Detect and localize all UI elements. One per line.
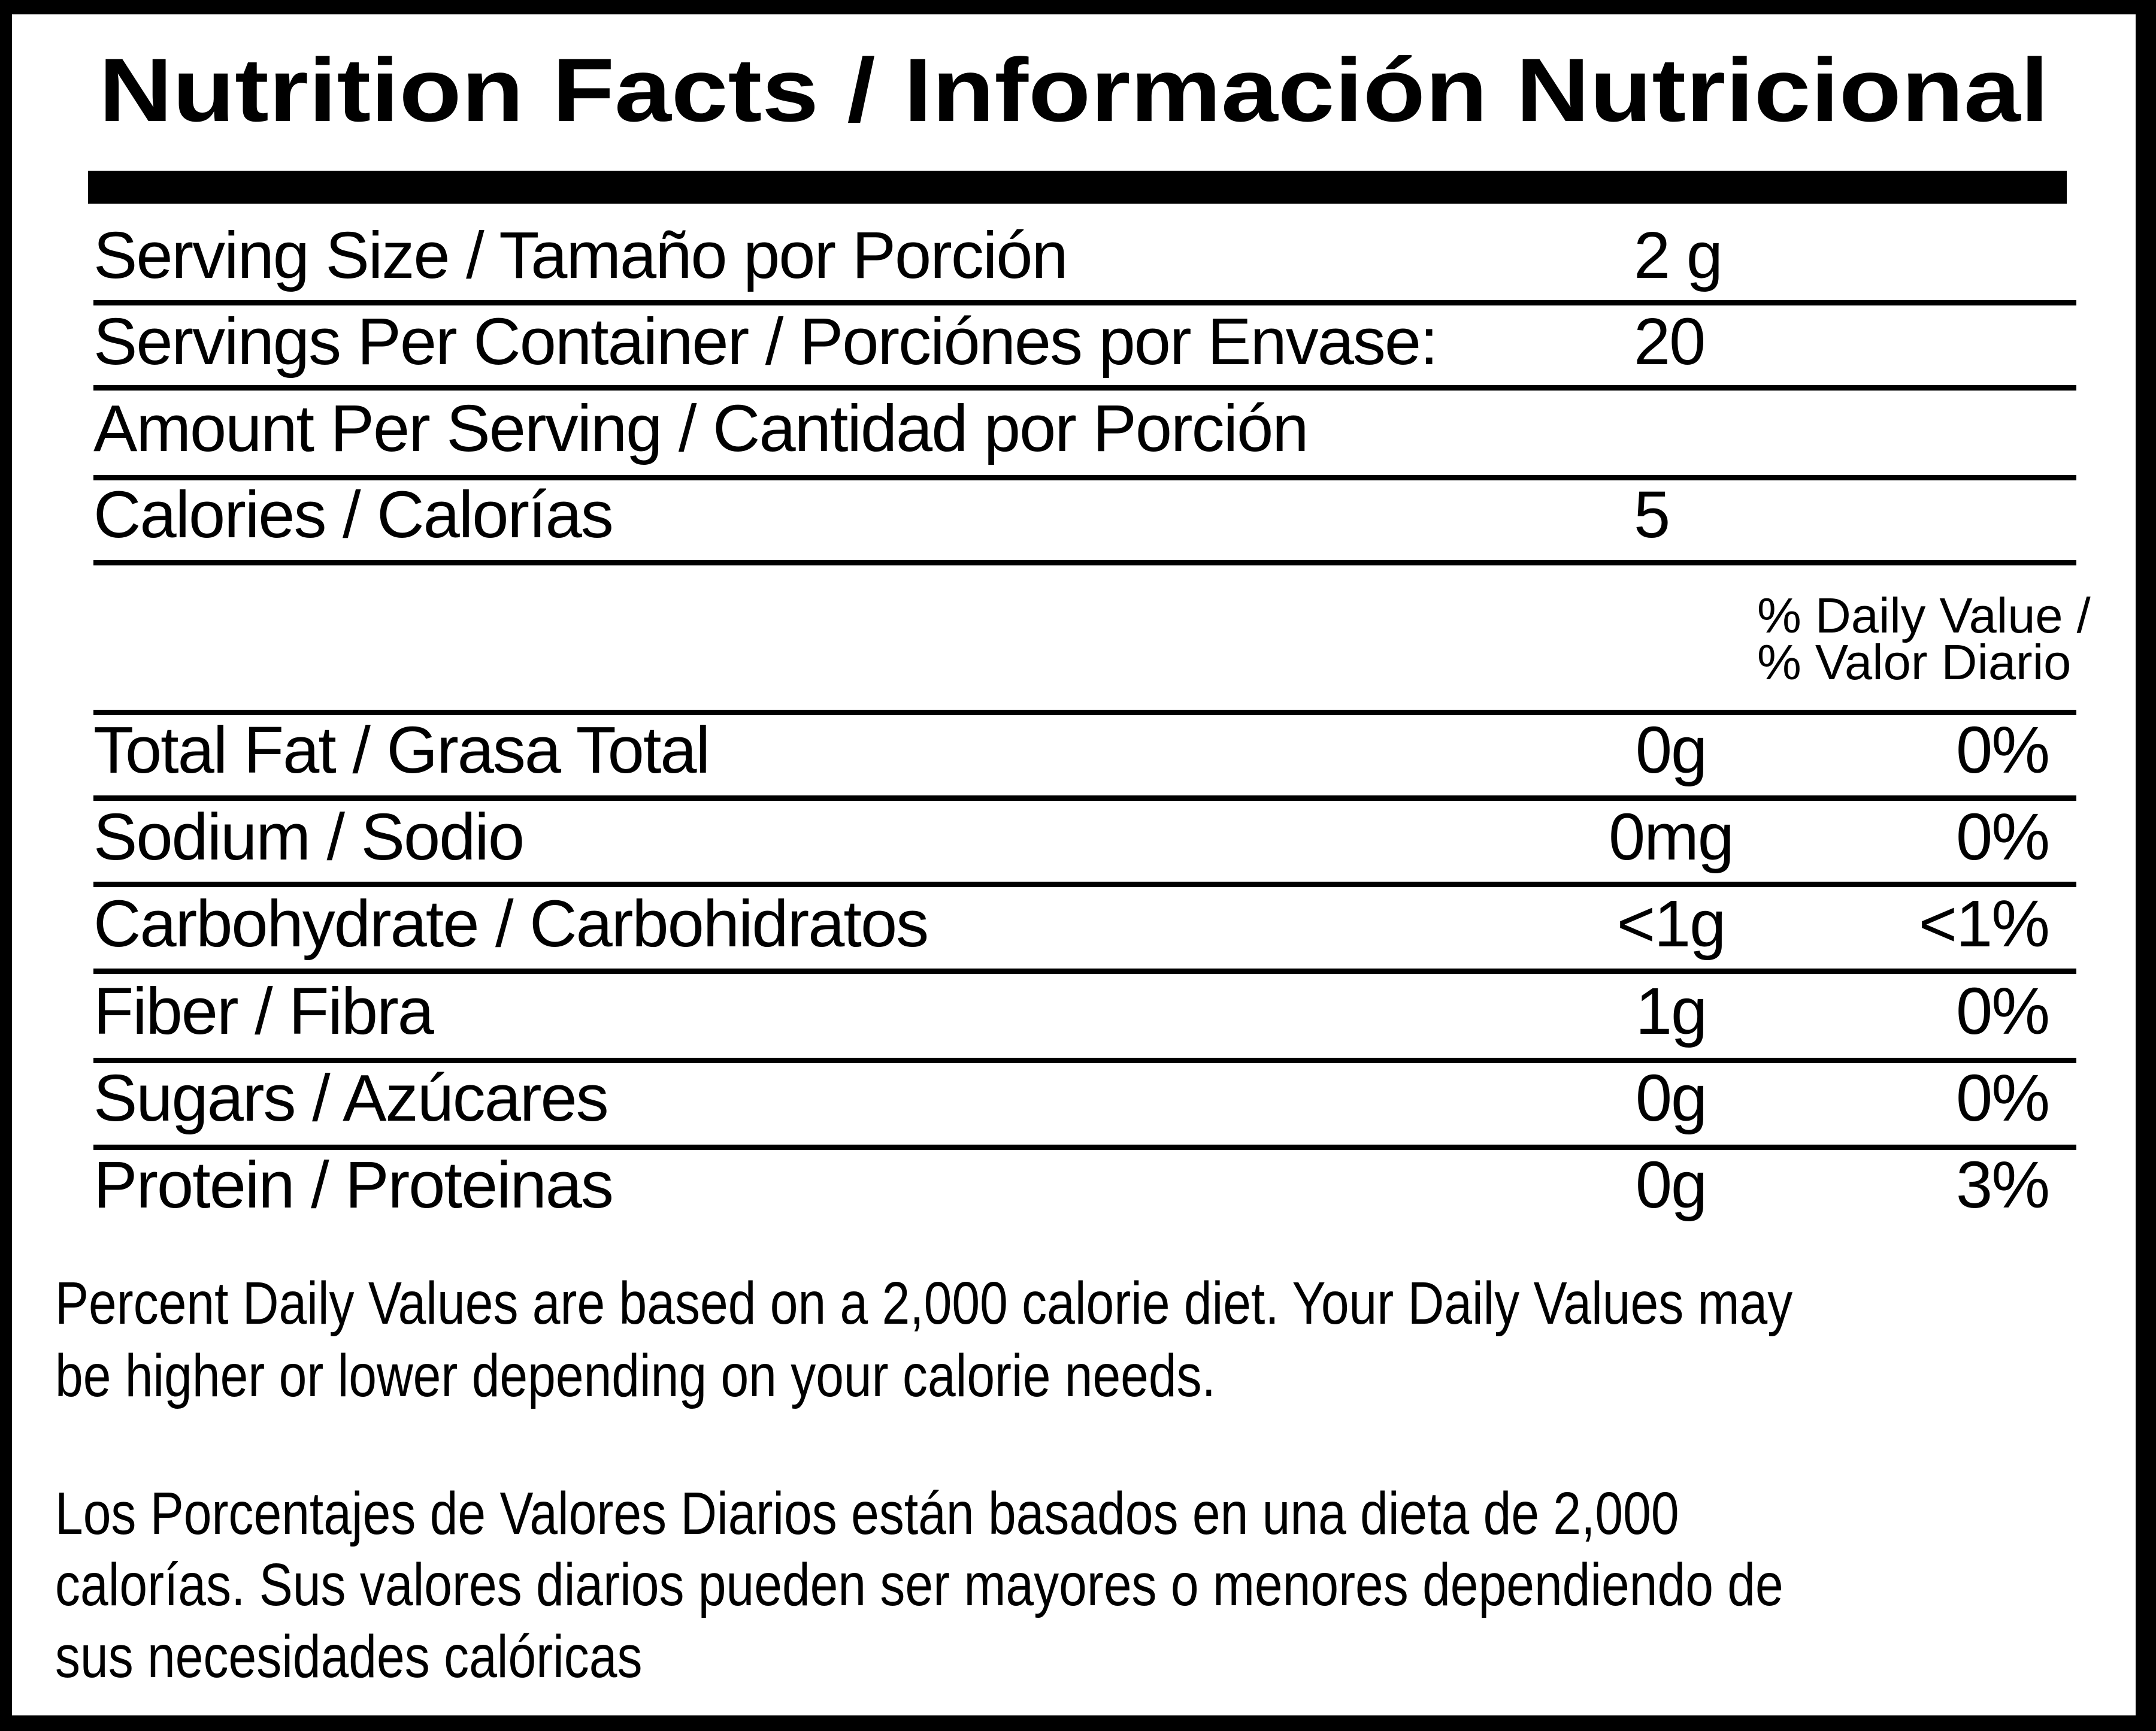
footnote-spanish-line: sus necesidades calóricas	[55, 1623, 643, 1690]
nutrient-amount: 0mg	[1609, 800, 1734, 874]
nutrient-amount: <1g	[1616, 887, 1727, 961]
nutrient-daily-value: 3%	[1956, 1148, 2050, 1222]
nutrient-daily-value: 0%	[1956, 1061, 2050, 1135]
amount-per-serving-label: Amount Per Serving / Cantidad por Porció…	[93, 392, 1309, 465]
footnote-english-line: Percent Daily Values are based on a 2,00…	[55, 1270, 1793, 1337]
calories-label: Calories / Calorías	[93, 478, 614, 552]
divider	[93, 385, 2076, 391]
divider	[93, 1058, 2076, 1063]
footnote-spanish-line: calorías. Sus valores diarios pueden ser…	[55, 1551, 1783, 1618]
divider	[93, 795, 2076, 801]
servings-per-container-label: Servings Per Container / Porciónes por E…	[93, 305, 1439, 379]
nutrient-label: Sodium / Sodio	[93, 800, 525, 874]
label-title: Nutrition Facts / Información Nutriciona…	[99, 40, 2049, 140]
nutrient-label: Total Fat / Grasa Total	[93, 713, 710, 787]
title-divider-bar	[88, 171, 2067, 204]
nutrient-amount: 0g	[1635, 1061, 1707, 1135]
nutrient-daily-value: 0%	[1956, 800, 2050, 874]
daily-value-header-es: % Valor Diario	[1757, 634, 2072, 690]
divider	[93, 710, 2076, 715]
divider	[93, 882, 2076, 887]
daily-value-header-en: % Daily Value /	[1757, 588, 2091, 643]
nutrient-daily-value: <1%	[1918, 887, 2050, 961]
nutrient-label: Carbohydrate / Carbohidratos	[93, 887, 929, 961]
divider	[93, 475, 2076, 480]
serving-size-label: Serving Size / Tamaño por Porción	[93, 219, 1068, 292]
footnote-english-line: be higher or lower depending on your cal…	[55, 1342, 1216, 1409]
nutrient-label: Fiber / Fibra	[93, 975, 434, 1048]
servings-per-container-value: 20	[1634, 305, 1706, 379]
nutrient-amount: 0g	[1635, 713, 1707, 787]
nutrient-amount: 0g	[1635, 1148, 1707, 1222]
divider	[93, 300, 2076, 305]
divider	[93, 1145, 2076, 1150]
calories-value: 5	[1634, 478, 1670, 552]
nutrient-label: Sugars / Azúcares	[93, 1061, 609, 1135]
nutrient-daily-value: 0%	[1956, 713, 2050, 787]
nutrient-daily-value: 0%	[1956, 975, 2050, 1048]
footnote-spanish-line: Los Porcentajes de Valores Diarios están…	[55, 1480, 1679, 1547]
nutrient-amount: 1g	[1635, 975, 1707, 1048]
nutrient-label: Protein / Proteinas	[93, 1148, 614, 1222]
divider	[93, 560, 2076, 565]
serving-size-value: 2 g	[1634, 219, 1723, 292]
divider	[93, 969, 2076, 974]
